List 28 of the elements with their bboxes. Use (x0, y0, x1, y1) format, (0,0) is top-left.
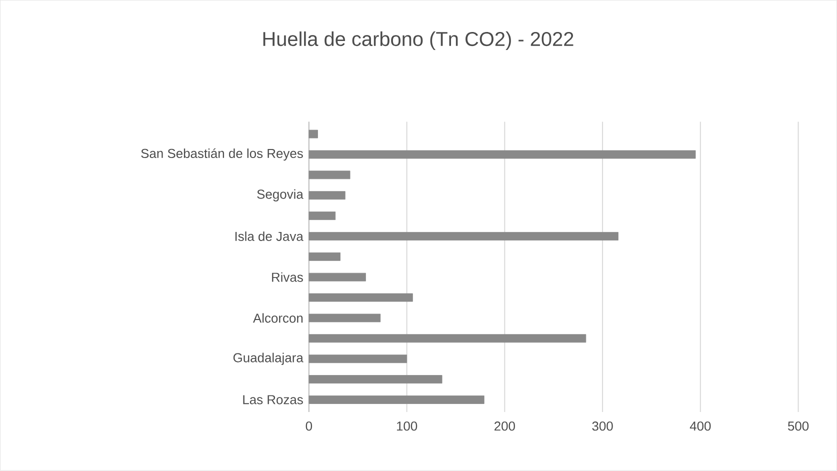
bar (308, 212, 336, 220)
bar (308, 273, 366, 282)
bar (308, 232, 618, 241)
x-tick-label: 300 (592, 422, 613, 431)
y-tick-label: Las Rozas (243, 395, 303, 404)
bar (308, 130, 318, 138)
bar (308, 375, 442, 384)
chart-title: Huella de carbono (Tn CO2) - 2022 (263, 32, 574, 50)
y-tick-label: Isla de Java (235, 232, 304, 242)
y-tick-label: Alcorcon (253, 313, 303, 323)
bar (308, 293, 413, 302)
x-tick-label: 100 (396, 422, 418, 431)
y-tick-label: Guadalajara (233, 352, 304, 366)
bar (308, 314, 381, 322)
x-tick-label: 0 (306, 422, 312, 431)
bar (308, 252, 340, 262)
bar (308, 396, 484, 404)
x-tick-label: 500 (788, 422, 809, 431)
bar (308, 191, 346, 200)
bar (308, 334, 586, 343)
y-tick-label: San Sebastián de los Reyes (141, 148, 303, 161)
bar (308, 354, 407, 364)
x-tick-label: 200 (494, 422, 515, 431)
y-tick-label: Segovia (257, 189, 304, 202)
bar (308, 170, 350, 180)
bar (308, 150, 696, 159)
y-tick-label: Rivas (272, 272, 303, 282)
x-tick-label: 400 (690, 422, 711, 431)
